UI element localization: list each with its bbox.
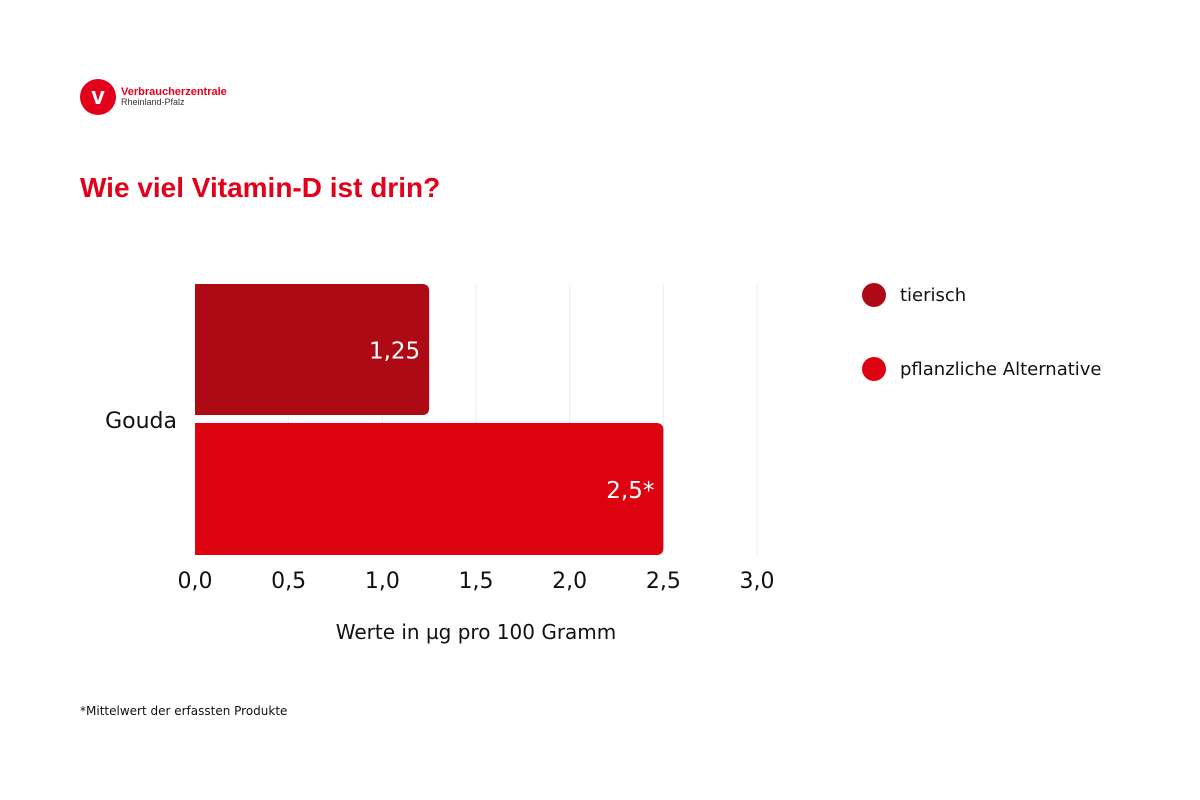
legend-item-pflanzlich: pflanzliche Alternative [862, 357, 1102, 381]
x-tick-label: 2,5 [646, 569, 681, 594]
legend-swatch [862, 357, 886, 381]
logo-name: Verbraucherzentrale [121, 86, 227, 98]
bar-pflanzlich [195, 423, 664, 555]
chart-title: Wie viel Vitamin-D ist drin? [80, 172, 441, 203]
x-axis-label: Werte in µg pro 100 Gramm [336, 620, 617, 644]
legend-label: tierisch [900, 284, 967, 306]
legend-item-tierisch: tierisch [862, 283, 966, 307]
x-tick-label: 0,0 [178, 569, 213, 594]
logo-mark: v [80, 79, 116, 115]
x-tick-label: 1,5 [459, 569, 494, 594]
x-tick-label: 0,5 [271, 569, 306, 594]
bar-tierisch [195, 284, 430, 415]
logo-region: Rheinland-Pfalz [121, 97, 185, 107]
legend-label: pflanzliche Alternative [900, 358, 1102, 380]
logo: v Verbraucherzentrale Rheinland-Pfalz [80, 79, 227, 115]
footnote: *Mittelwert der erfassten Produkte [80, 704, 288, 718]
x-tick-label: 3,0 [740, 569, 775, 594]
x-tick-label: 1,0 [365, 569, 400, 594]
legend-swatch [862, 283, 886, 307]
x-tick-label: 2,0 [552, 569, 587, 594]
data-label: 1,25 [369, 339, 420, 365]
category-label: Gouda [105, 409, 177, 434]
data-label: 2,5* [606, 478, 654, 504]
